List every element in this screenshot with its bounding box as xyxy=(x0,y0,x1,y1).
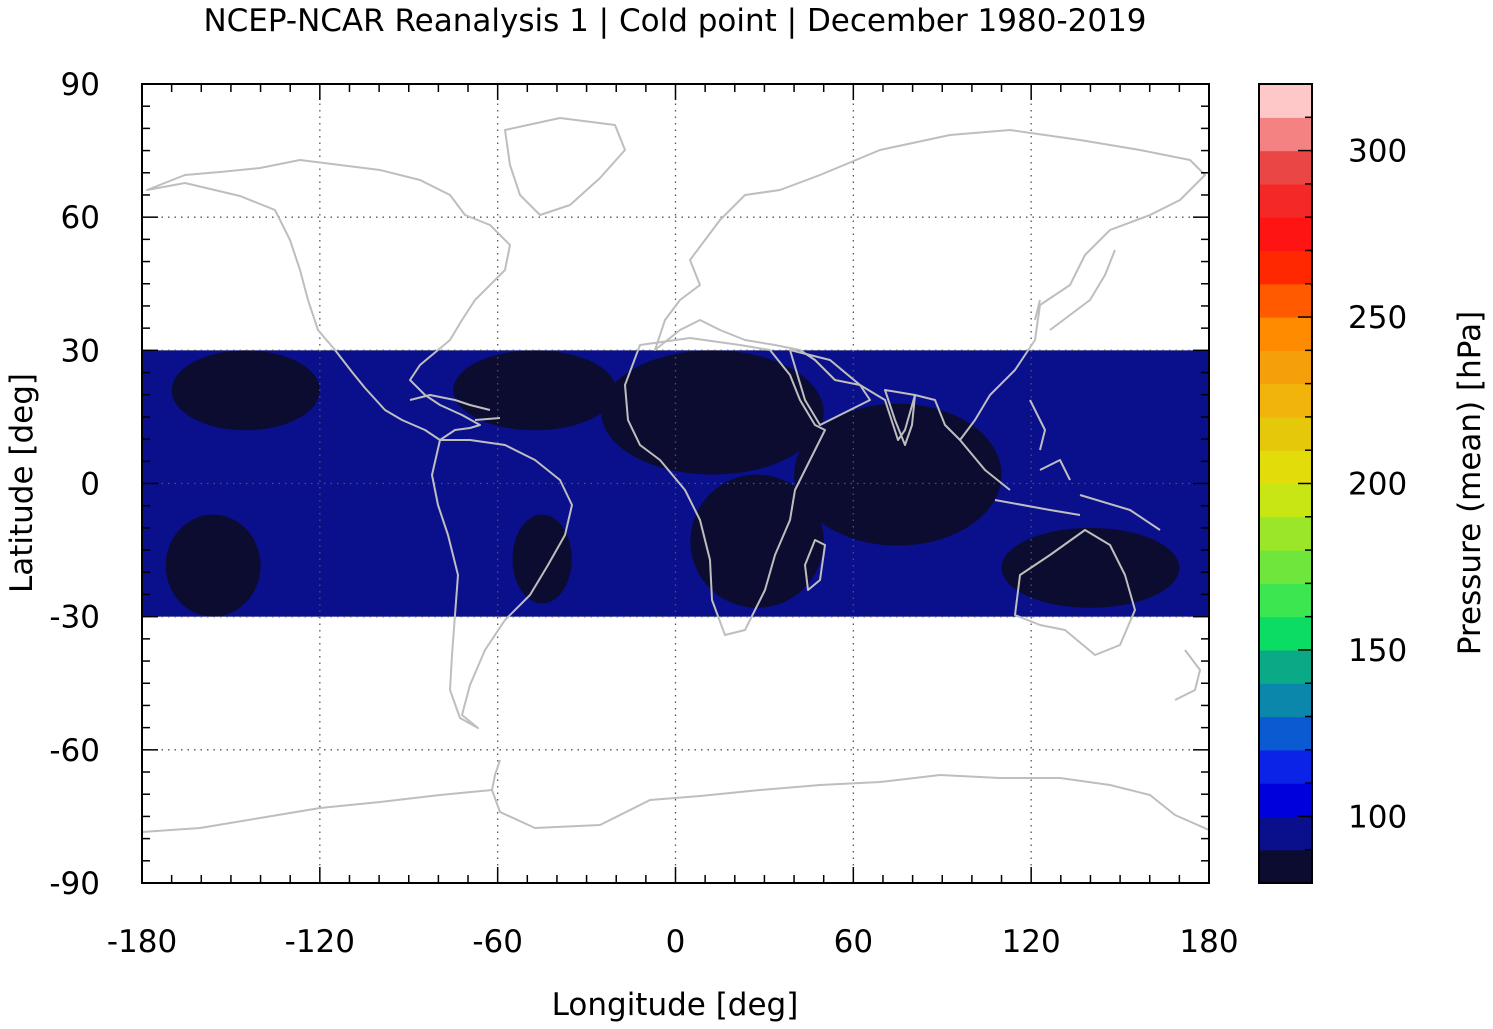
x-tick-label: 120 xyxy=(1002,924,1061,960)
colorbar-swatch xyxy=(1259,350,1312,385)
colorbar-tick-label: 300 xyxy=(1348,134,1407,170)
colorbar-swatch xyxy=(1259,683,1312,718)
colorbar-swatch xyxy=(1259,450,1312,485)
coastline-greenland xyxy=(504,117,626,216)
colorbar-swatch xyxy=(1259,383,1312,418)
x-tick-label: -60 xyxy=(472,924,523,960)
x-tick-label: 180 xyxy=(1179,924,1238,960)
colorbar-swatch xyxy=(1259,183,1312,218)
colorbar-swatches xyxy=(1259,84,1312,884)
colorbar-swatch xyxy=(1259,84,1312,118)
colorbar-swatch xyxy=(1259,616,1312,651)
colorbar-swatch xyxy=(1259,583,1312,618)
colorbar-swatch xyxy=(1259,283,1312,318)
coastline-antarctica xyxy=(142,774,1209,833)
coastline-antarctic-peninsula xyxy=(491,759,501,791)
coastline-japan xyxy=(1034,249,1116,331)
y-axis-label: Latitude [deg] xyxy=(4,373,40,593)
colorbar-swatch xyxy=(1259,150,1312,185)
coastline-north-america xyxy=(146,159,511,441)
field-region-low-pressure xyxy=(512,514,572,604)
y-tick-label: 0 xyxy=(80,467,100,503)
coastline-indonesia xyxy=(959,399,1161,531)
coastline-arabia xyxy=(789,349,871,426)
field-region-low-pressure xyxy=(171,350,320,431)
colorbar-swatch xyxy=(1259,649,1312,684)
x-tick-label: -120 xyxy=(285,924,355,960)
field-region-low-pressure xyxy=(1001,527,1180,608)
grid-lines xyxy=(142,84,1209,883)
colorbar-swatch xyxy=(1259,716,1312,751)
colorbar-swatch xyxy=(1259,416,1312,451)
colorbar-swatch xyxy=(1259,816,1312,851)
chart-title: NCEP-NCAR Reanalysis 1 | Cold point | De… xyxy=(203,3,1146,39)
y-tick-label: -60 xyxy=(49,733,100,769)
coastline-africa xyxy=(624,337,826,636)
colorbar-swatch xyxy=(1259,250,1312,285)
colorbar-tick-label: 200 xyxy=(1348,467,1407,503)
colorbar: 100 150 200 250 300 Pressure (mean) [hPa… xyxy=(1258,83,1488,884)
colorbar-swatch xyxy=(1259,117,1312,152)
colorbar-tick-label: 150 xyxy=(1348,633,1407,669)
y-tick-label: 30 xyxy=(61,333,100,369)
colorbar-swatch xyxy=(1259,483,1312,518)
field-region-low-pressure xyxy=(453,350,617,431)
x-axis-label: Longitude [deg] xyxy=(552,987,799,1023)
colorbar-swatch xyxy=(1259,550,1312,584)
x-tick-label: 60 xyxy=(834,924,873,960)
colorbar-swatch xyxy=(1259,317,1312,351)
field-region-low-pressure xyxy=(165,514,261,617)
coastline-australia xyxy=(1014,529,1136,656)
coastline-madagascar xyxy=(804,539,826,591)
field-region-low-pressure xyxy=(690,474,824,608)
y-axis: 90 60 30 0 -30 -60 -90 Latitude [deg] xyxy=(4,67,100,902)
x-tick-label: 0 xyxy=(666,924,686,960)
colorbar-swatch xyxy=(1259,849,1312,884)
field-region-low-pressure xyxy=(601,350,824,475)
colorbar-label: Pressure (mean) [hPa] xyxy=(1452,311,1488,655)
y-tick-label: -90 xyxy=(49,866,100,902)
colorbar-ticks xyxy=(1298,116,1312,851)
colorbar-swatch xyxy=(1259,217,1312,252)
axis-ticks xyxy=(141,83,1210,884)
coastline-eurasia xyxy=(654,129,1206,441)
x-tick-label: -180 xyxy=(107,924,177,960)
coastline-south-america xyxy=(431,439,573,729)
y-tick-label: 60 xyxy=(61,200,100,236)
y-tick-label: -30 xyxy=(49,600,100,636)
colorbar-tick-label: 100 xyxy=(1348,799,1407,835)
colorbar-swatch xyxy=(1259,749,1312,784)
plot-area xyxy=(142,84,1209,883)
coastline-india xyxy=(884,389,916,446)
coastline-new-zealand xyxy=(1174,649,1201,701)
colorbar-swatch xyxy=(1259,516,1312,551)
x-axis: -180 -120 -60 0 60 120 180 Longitude [de… xyxy=(107,924,1239,1023)
y-tick-label: 90 xyxy=(61,67,100,103)
colorbar-swatch xyxy=(1259,783,1312,818)
colorbar-tick-label: 250 xyxy=(1348,300,1407,336)
field-region-low-pressure xyxy=(794,403,1002,546)
coastlines xyxy=(142,117,1209,833)
coastline-caribbean xyxy=(409,394,501,421)
